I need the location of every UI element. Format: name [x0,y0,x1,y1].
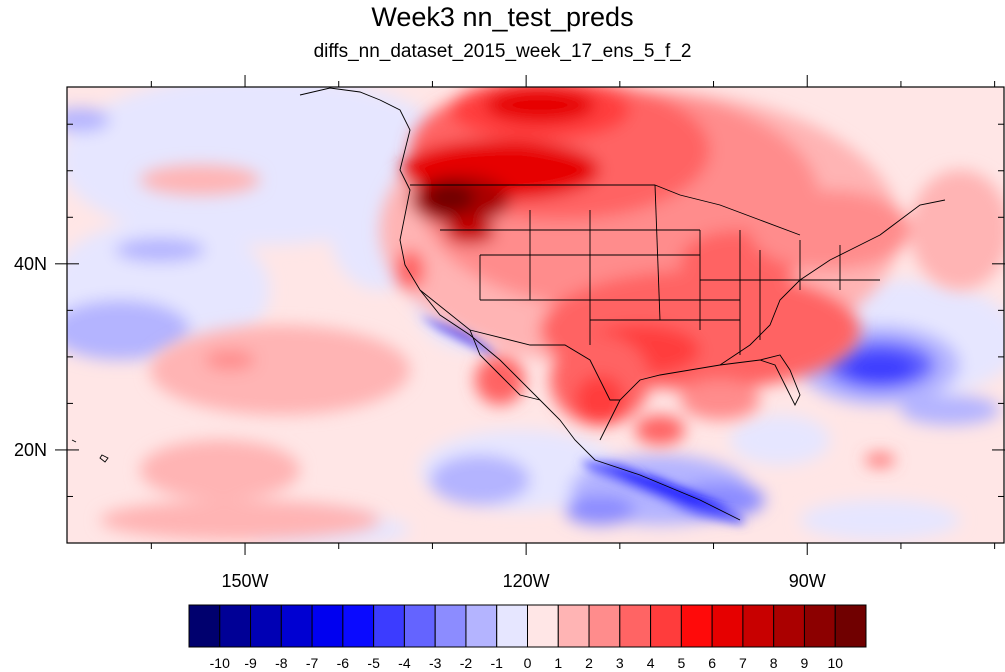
colorbar-swatch [588,604,621,648]
colorbar-swatch [834,604,867,648]
colorbar-label: 4 [647,655,655,671]
map-title: Week3 nn_test_preds [371,2,634,32]
colorbar-label: 9 [801,655,809,671]
colorbar-swatch [280,604,313,648]
colorbar-label: 2 [585,655,593,671]
lat-tick-label: 40N [14,254,47,274]
colorbar-swatch [557,604,590,648]
colorbar-swatch [619,604,652,648]
colorbar-swatch [711,604,744,648]
colorbar [188,604,867,648]
colorbar-label: -5 [367,655,380,671]
colorbar-swatch [650,604,682,648]
lon-tick-label: 150W [222,571,269,591]
colorbar-label: -2 [460,655,473,671]
anomaly-field [67,87,1004,543]
colorbar-swatch [311,604,344,648]
coastlines-and-borders [71,87,946,521]
colorbar-swatch [527,604,559,648]
colorbar-label: -6 [337,655,350,671]
colorbar-swatch [803,604,836,648]
colorbar-swatch [496,604,528,648]
lon-tick-label: 90W [789,571,826,591]
colorbar-swatch [250,604,282,648]
colorbar-label: 7 [739,655,747,671]
colorbar-label: -3 [429,655,442,671]
colorbar-label: 5 [677,655,685,671]
colorbar-swatch [373,604,405,648]
colorbar-label: 10 [827,655,843,671]
colorbar-labels: -10 -9 -8 -7 -6 -5 -4 -3 -2 -1 0 1 2 3 4 5 6 7 8 9 10 [210,655,844,671]
colorbar-swatch [219,604,252,648]
colorbar-swatch [342,604,375,648]
map-frame [66,86,1005,544]
colorbar-label: -7 [306,655,319,671]
map-subtitle: diffs_nn_dataset_2015_week_17_ens_5_f_2 [313,41,692,62]
colorbar-label: 8 [770,655,778,671]
colorbar-label: 3 [616,655,624,671]
colorbar-label: -9 [244,655,257,671]
colorbar-swatch [465,604,498,648]
colorbar-label: 1 [554,655,562,671]
colorbar-swatch [742,604,775,648]
lon-tick-label: 120W [503,571,550,591]
colorbar-label: -4 [398,655,411,671]
colorbar-swatch [188,604,221,648]
colorbar-label: -1 [491,655,504,671]
colorbar-label: 6 [708,655,716,671]
colorbar-swatch [403,604,436,648]
colorbar-swatch [680,604,713,648]
colorbar-label: -8 [275,655,288,671]
colorbar-swatch [434,604,467,648]
map-tick-labels: 150W 120W 90W 40N 20N [14,254,826,591]
coastal-negative-band [420,315,745,525]
colorbar-label: 0 [524,655,532,671]
colorbar-label: -10 [210,655,230,671]
lat-tick-label: 20N [14,440,47,460]
colorbar-swatch [773,604,805,648]
